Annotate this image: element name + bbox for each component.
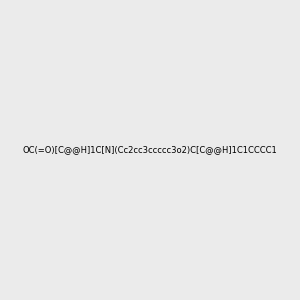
Text: OC(=O)[C@@H]1C[N](Cc2cc3ccccc3o2)C[C@@H]1C1CCCC1: OC(=O)[C@@H]1C[N](Cc2cc3ccccc3o2)C[C@@H]…: [22, 146, 278, 154]
